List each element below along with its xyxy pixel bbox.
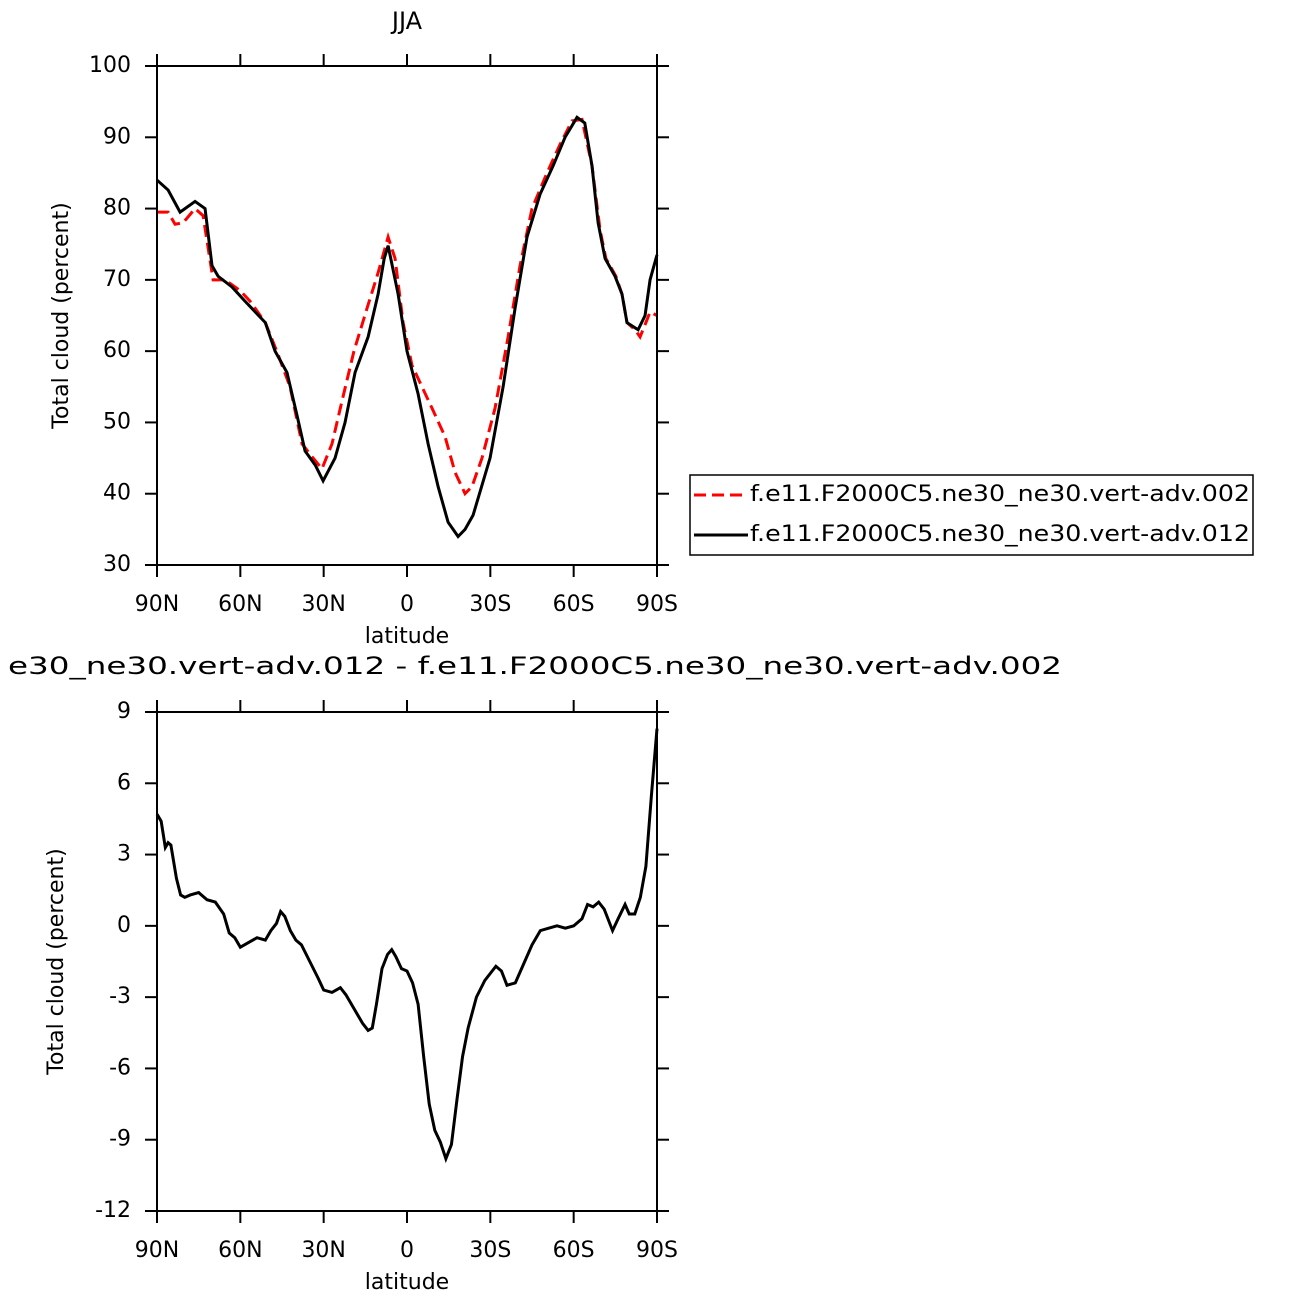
y-tick-label: 9	[117, 699, 131, 724]
x-tick-label: 30N	[301, 1238, 345, 1263]
y-tick-label: 6	[117, 770, 131, 795]
data-line	[155, 115, 659, 539]
legend-box	[689, 474, 1254, 556]
x-tick-label: 0	[400, 592, 414, 617]
y-tick-label: 60	[103, 338, 131, 363]
y-tick-label: 0	[117, 913, 131, 938]
data-line	[155, 728, 659, 1164]
x-tick-label: 60S	[553, 592, 595, 617]
x-tick-label: 90S	[636, 1238, 678, 1263]
x-tick-label: 30S	[469, 592, 511, 617]
x-tick-label: 60N	[218, 592, 262, 617]
y-axis-label: Total cloud (percent)	[44, 848, 69, 1075]
y-tick-label: -9	[109, 1127, 131, 1152]
x-axis-label: latitude	[365, 624, 449, 649]
data-line	[157, 117, 658, 497]
x-tick-label: 90N	[135, 1238, 179, 1263]
y-tick-label: 30	[103, 552, 131, 577]
x-tick-label: 90N	[135, 592, 179, 617]
x-tick-label: 0	[400, 1238, 414, 1263]
x-tick-label: 60S	[553, 1238, 595, 1263]
legend-label: f.e11.F2000C5.ne30_ne30.vert-adv.012	[750, 522, 1250, 547]
y-tick-label: 40	[103, 481, 131, 506]
y-tick-label: 100	[89, 53, 131, 78]
x-tick-label: 30N	[301, 592, 345, 617]
y-tick-label: -3	[109, 984, 131, 1009]
plot-frame	[156, 65, 658, 566]
y-tick-label: 80	[103, 196, 131, 221]
plot-frame	[156, 711, 658, 1212]
y-tick-label: 70	[103, 267, 131, 292]
y-tick-label: -12	[95, 1198, 131, 1223]
x-tick-label: 90S	[636, 592, 678, 617]
y-tick-label: 90	[103, 124, 131, 149]
x-tick-label: 30S	[469, 1238, 511, 1263]
x-axis-label: latitude	[365, 1270, 449, 1295]
chart-title: JJA	[390, 7, 423, 35]
y-axis-label: Total cloud (percent)	[49, 202, 74, 429]
legend: f.e11.F2000C5.ne30_ne30.vert-adv.002 f.e1…	[689, 474, 1254, 556]
y-tick-label: -6	[109, 1055, 131, 1080]
chart-title: e30_ne30.vert-adv.012 - f.e11.F2000C5.ne…	[8, 652, 1062, 680]
x-tick-label: 60N	[218, 1238, 262, 1263]
legend-label: f.e11.F2000C5.ne30_ne30.vert-adv.002	[750, 482, 1250, 507]
y-tick-label: 3	[117, 842, 131, 867]
y-tick-label: 50	[103, 409, 131, 434]
